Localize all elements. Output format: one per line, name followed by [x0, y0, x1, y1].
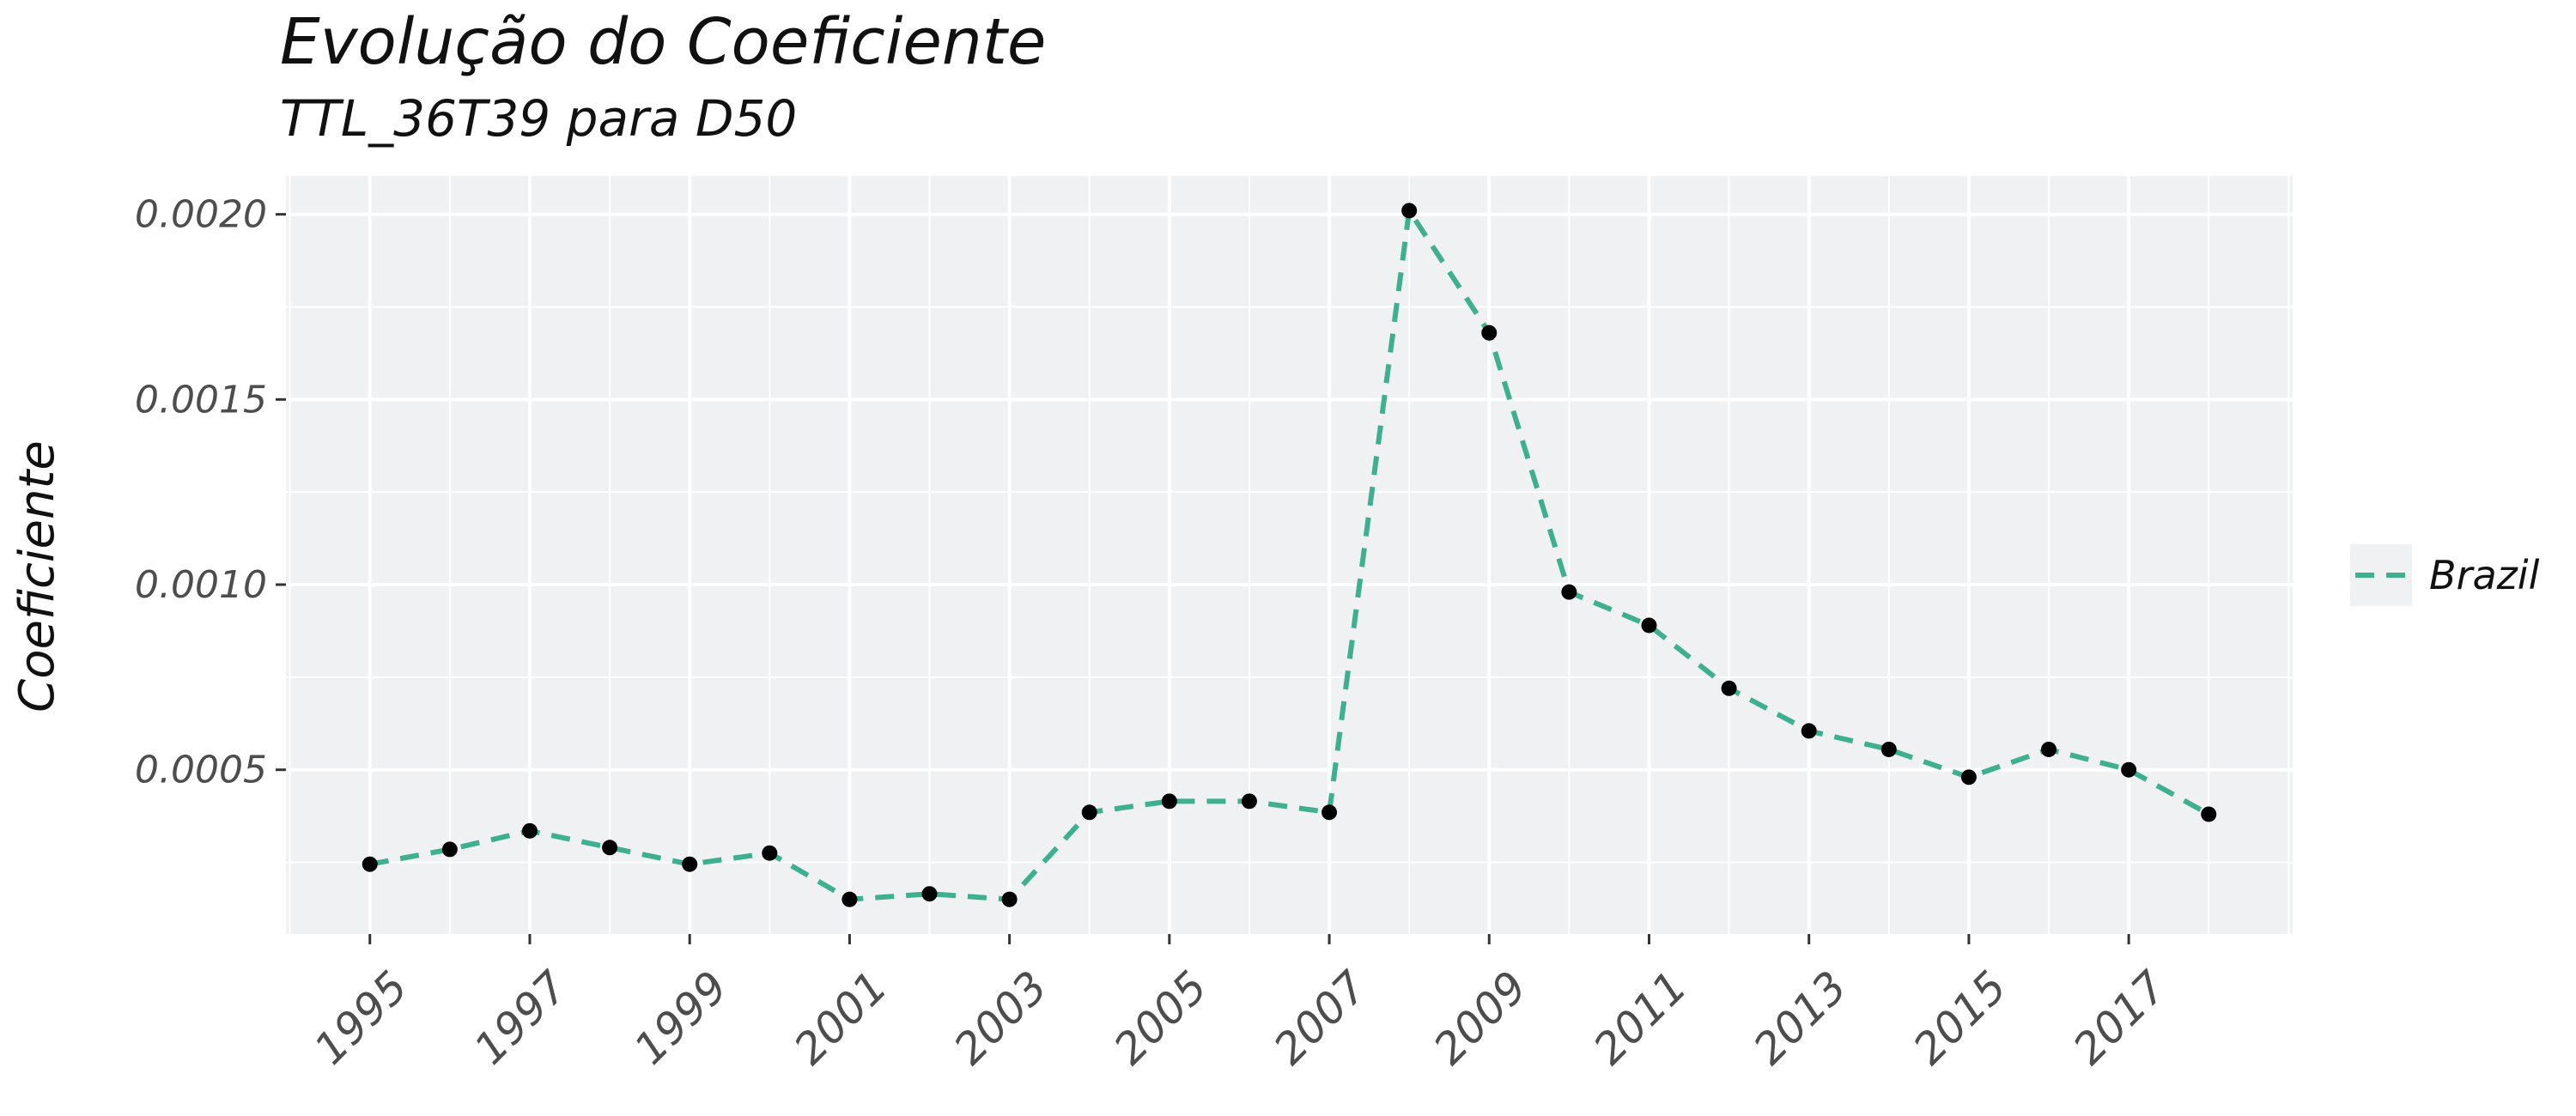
data-point — [1001, 891, 1018, 907]
x-tick-label: 2003 — [945, 961, 1057, 1074]
x-tick-label: 1999 — [624, 961, 737, 1074]
y-tick-label: 0.0010 — [135, 563, 267, 607]
y-tick-label: 0.0015 — [135, 378, 267, 422]
x-tick-label: 2005 — [1104, 961, 1217, 1074]
data-point — [841, 891, 858, 907]
data-point — [762, 845, 778, 861]
data-point — [1161, 793, 1177, 810]
data-point — [1960, 769, 1977, 785]
y-tick-label: 0.0020 — [135, 193, 267, 237]
data-point — [1880, 741, 1897, 757]
data-point — [1561, 584, 1577, 600]
series-lines — [369, 208, 2210, 902]
y-tick-label: 0.0005 — [135, 749, 267, 792]
data-point — [1241, 793, 1257, 810]
series-points — [361, 203, 2217, 907]
x-axis-ticks: 1995 1997 1999 2001 2003 2005 2007 2009 2011 2013… — [305, 934, 2176, 1074]
plot-panel — [286, 176, 2293, 934]
data-point — [1721, 680, 1737, 696]
x-tick-label: 2007 — [1264, 961, 1376, 1074]
major-gridlines — [286, 176, 2293, 934]
chart-subtitle: TTL_36T39 para D50 — [280, 89, 798, 148]
x-tick-label: 2013 — [1744, 961, 1856, 1074]
data-point — [1401, 203, 1418, 219]
x-tick-label: 2015 — [1904, 961, 2016, 1074]
data-point — [1321, 804, 1338, 821]
data-point — [1641, 617, 1657, 634]
x-tick-label: 2011 — [1584, 961, 1697, 1074]
data-point — [1801, 723, 1817, 739]
chart-title: Evolução do Coeficiente — [280, 5, 1047, 79]
data-point — [1081, 804, 1097, 821]
data-point — [682, 856, 698, 872]
data-point — [602, 840, 618, 856]
data-point — [921, 886, 938, 902]
data-point — [2201, 806, 2217, 822]
data-point — [1481, 324, 1498, 341]
data-point — [2121, 761, 2137, 778]
x-tick-label: 1995 — [305, 961, 417, 1074]
y-axis-ticks: 0.0005 0.0010 0.0015 0.0020 — [135, 193, 286, 792]
y-axis-title: Coeficiente — [9, 440, 65, 713]
x-tick-label: 2017 — [2063, 961, 2176, 1074]
data-point — [521, 822, 538, 839]
legend-label: Brazil — [2429, 552, 2540, 598]
data-point — [361, 856, 378, 872]
x-tick-label: 1997 — [465, 961, 577, 1074]
data-point — [2041, 741, 2057, 757]
legend: Brazil — [2350, 544, 2540, 606]
series-line-brazil — [369, 208, 2210, 902]
minor-gridlines — [286, 176, 2293, 934]
x-tick-label: 2009 — [1425, 961, 1537, 1074]
data-point — [441, 841, 458, 858]
x-tick-label: 2001 — [785, 961, 897, 1074]
